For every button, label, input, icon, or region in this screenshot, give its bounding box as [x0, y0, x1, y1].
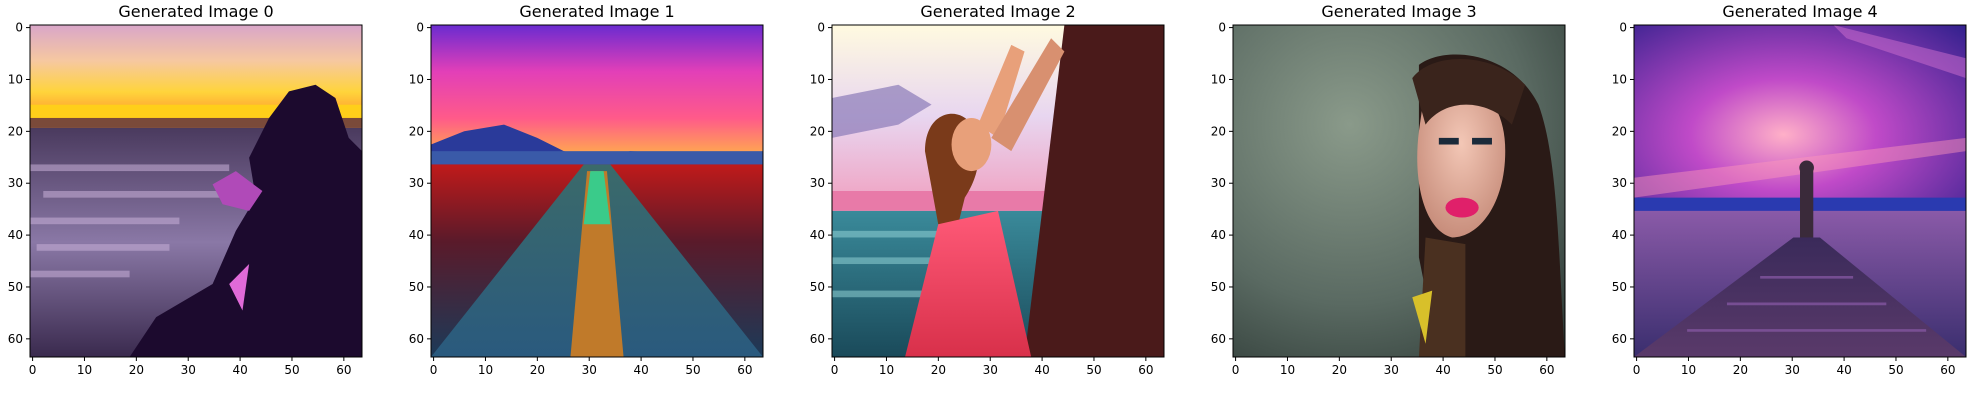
- y-tick-label: 60: [1211, 332, 1226, 346]
- x-tick-label: 30: [582, 363, 597, 377]
- y-tick-label: 20: [1211, 124, 1226, 138]
- x-tick-label: 40: [232, 363, 247, 377]
- generated-image: [431, 25, 763, 357]
- image-panel-0: Generated Image 0 0 10 20 30 40 50 60 0 10 20 30 40 5…: [8, 2, 363, 377]
- image-panel-3: Generated Image 3 0 10 20 30 40 50 60 0 10 20 30 40 5…: [1211, 2, 1566, 377]
- panel-title: Generated Image 2: [920, 2, 1075, 21]
- y-tick-label: 20: [1612, 124, 1627, 138]
- axes-frame: [831, 24, 1165, 358]
- x-tick-label: 60: [1138, 363, 1153, 377]
- y-tick-label: 30: [1211, 176, 1226, 190]
- y-tick-label: 0: [416, 21, 424, 35]
- y-tick-label: 10: [810, 72, 825, 86]
- x-tick-label: 10: [77, 363, 92, 377]
- x-tick-label: 50: [1888, 363, 1903, 377]
- x-tick-label: 40: [1435, 363, 1450, 377]
- y-tick-label: 30: [810, 176, 825, 190]
- x-tick-label: 50: [685, 363, 700, 377]
- image-panel-4: Generated Image 4 0 10 20 30 40 50 60 0 10 20 30 40 5…: [1612, 2, 1967, 377]
- x-tick-label: 30: [181, 363, 196, 377]
- axes-frame: [1232, 24, 1566, 358]
- x-tick-label: 0: [831, 363, 839, 377]
- panel-title: Generated Image 3: [1321, 2, 1476, 21]
- y-tick-label: 10: [1612, 72, 1627, 86]
- x-tick-label: 10: [478, 363, 493, 377]
- x-tick-label: 60: [1940, 363, 1955, 377]
- image-panel-1: Generated Image 1 0 10 20 30 40 50 60 0 10 20 30 40 5…: [409, 2, 764, 377]
- y-tick-label: 10: [409, 72, 424, 86]
- x-tick-label: 10: [879, 363, 894, 377]
- x-tick-label: 50: [1086, 363, 1101, 377]
- panel-title: Generated Image 0: [118, 2, 273, 21]
- x-tick-label: 60: [336, 363, 351, 377]
- y-tick-label: 50: [1612, 280, 1627, 294]
- x-tick-label: 40: [1836, 363, 1851, 377]
- x-tick-label: 0: [1633, 363, 1641, 377]
- x-tick-label: 50: [1487, 363, 1502, 377]
- y-tick-label: 50: [1211, 280, 1226, 294]
- y-tick-label: 40: [1211, 228, 1226, 242]
- y-tick-label: 40: [8, 228, 23, 242]
- image-panel-2: Generated Image 2 0 10 20 30 40 50 60 0 10 20 30 40 5…: [810, 2, 1165, 377]
- y-tick-label: 0: [1619, 21, 1627, 35]
- generated-image: [30, 25, 362, 357]
- x-tick-label: 20: [1332, 363, 1347, 377]
- x-tick-label: 30: [1384, 363, 1399, 377]
- x-tick-label: 40: [633, 363, 648, 377]
- y-tick-label: 30: [409, 176, 424, 190]
- x-tick-label: 20: [931, 363, 946, 377]
- x-tick-label: 0: [430, 363, 438, 377]
- generated-image: [1634, 25, 1966, 357]
- y-tick-label: 60: [1612, 332, 1627, 346]
- axes-frame: [29, 24, 363, 358]
- axes-frame: [1633, 24, 1967, 358]
- y-tick-label: 40: [810, 228, 825, 242]
- y-tick-label: 40: [1612, 228, 1627, 242]
- x-tick-label: 20: [1733, 363, 1748, 377]
- x-tick-label: 10: [1280, 363, 1295, 377]
- y-tick-label: 0: [817, 21, 825, 35]
- y-tick-label: 60: [8, 332, 23, 346]
- x-tick-label: 20: [530, 363, 545, 377]
- x-tick-label: 30: [1785, 363, 1800, 377]
- y-tick-label: 50: [810, 280, 825, 294]
- y-tick-label: 30: [1612, 176, 1627, 190]
- y-tick-label: 10: [8, 72, 23, 86]
- axes-frame: [430, 24, 764, 358]
- x-tick-label: 0: [1232, 363, 1240, 377]
- y-tick-label: 50: [409, 280, 424, 294]
- x-tick-label: 60: [737, 363, 752, 377]
- x-tick-label: 20: [129, 363, 144, 377]
- y-tick-label: 60: [409, 332, 424, 346]
- y-tick-label: 50: [8, 280, 23, 294]
- y-tick-label: 20: [409, 124, 424, 138]
- x-tick-label: 50: [284, 363, 299, 377]
- y-tick-label: 60: [810, 332, 825, 346]
- y-tick-label: 0: [1218, 21, 1226, 35]
- y-tick-label: 0: [15, 21, 23, 35]
- y-tick-label: 20: [810, 124, 825, 138]
- panel-title: Generated Image 4: [1722, 2, 1877, 21]
- x-tick-label: 30: [983, 363, 998, 377]
- y-tick-label: 40: [409, 228, 424, 242]
- y-tick-label: 20: [8, 124, 23, 138]
- x-tick-label: 0: [29, 363, 37, 377]
- y-tick-label: 30: [8, 176, 23, 190]
- y-tick-label: 10: [1211, 72, 1226, 86]
- x-tick-label: 40: [1034, 363, 1049, 377]
- x-tick-label: 10: [1681, 363, 1696, 377]
- generated-image: [1233, 25, 1565, 357]
- generated-image: [832, 25, 1164, 357]
- x-tick-label: 60: [1539, 363, 1554, 377]
- panel-title: Generated Image 1: [519, 2, 674, 21]
